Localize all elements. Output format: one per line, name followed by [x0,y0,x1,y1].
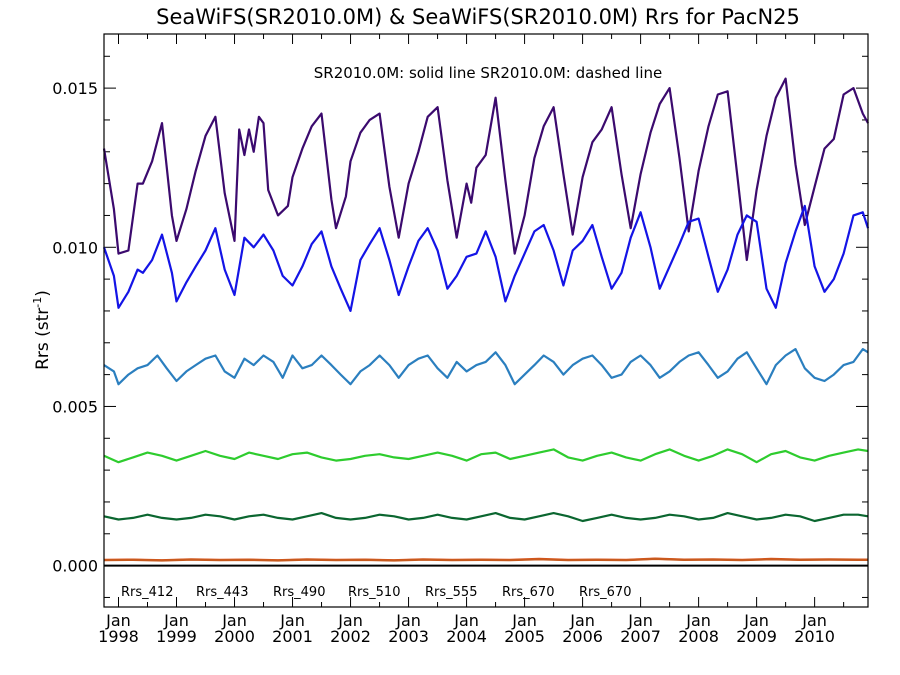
legend-entry-rrs-510: Rrs_510 [348,585,400,600]
legend-entry-rrs-443: Rrs_443 [196,585,248,600]
x-tick-year-label: 2009 [736,627,777,646]
y-axis-label: Rrs (str-1) [31,290,53,370]
x-tick-month-label: Jan [627,611,653,630]
series-line-rrs-510 [103,448,869,464]
y-axis-label-suffix: ) [33,290,53,297]
x-tick-month-label: Jan [163,611,189,630]
x-tick-year-label: 2005 [504,627,545,646]
series-lines [102,77,870,562]
chart-title: SeaWiFS(SR2010.0M) & SeaWiFS(SR2010.0M) … [156,5,800,29]
x-tick-year-label: 1998 [98,627,139,646]
x-tick-year-label: 2001 [272,627,313,646]
line-style-annotation: SR2010.0M: solid line SR2010.0M: dashed … [314,64,662,82]
x-tick-year-label: 2000 [214,627,255,646]
x-tick-month-label: Jan [511,611,537,630]
y-axis-label-text: Rrs (str [33,308,53,370]
series-line-rrs-490 [103,348,869,386]
x-tick-month-label: Jan [337,611,363,630]
series-line-rrs-555 [103,511,869,523]
y-tick-label: 0.005 [52,397,98,416]
x-tick-year-label: 1999 [156,627,197,646]
series-line-rrs-412 [102,77,869,262]
legend-entry-rrs-670: Rrs_670 [579,585,631,600]
x-tick-month-label: Jan [105,611,131,630]
x-tick-month-label: Jan [569,611,595,630]
series-line-rrs-670 [103,557,868,562]
x-tick-month-label: Jan [743,611,769,630]
x-tick-month-label: Jan [279,611,305,630]
x-tick-year-label: 2002 [330,627,371,646]
y-axis: 0.000 0.005 0.010 0.015 [52,55,868,598]
y-tick-label: 0.010 [52,238,98,257]
x-tick-month-label: Jan [395,611,421,630]
x-tick-year-label: 2007 [620,627,661,646]
y-tick-label: 0.015 [52,79,98,98]
legend: Rrs_412 Rrs_443 Rrs_490 Rrs_510 Rrs_555 Rrs_6… [121,585,631,600]
y-axis-label-superscript: -1 [31,297,44,308]
series-line-rrs-443 [102,204,870,312]
x-axis: Jan1998Jan1999Jan2000Jan2001Jan2002Jan20… [98,34,845,646]
x-tick-year-label: 2004 [446,627,487,646]
x-tick-month-label: Jan [685,611,711,630]
x-tick-year-label: 2010 [794,627,835,646]
x-tick-year-label: 2006 [562,627,603,646]
legend-entry-rrs-670: Rrs_670 [502,585,554,600]
x-tick-month-label: Jan [453,611,479,630]
legend-entry-rrs-412: Rrs_412 [121,585,173,600]
x-tick-year-label: 2008 [678,627,719,646]
x-tick-month-label: Jan [221,611,247,630]
y-tick-label: 0.000 [52,557,98,576]
x-tick-month-label: Jan [801,611,827,630]
legend-entry-rrs-555: Rrs_555 [425,585,477,600]
svg-text:Rrs (str-1): Rrs (str-1) [31,290,53,370]
plot-frame [103,33,869,608]
legend-entry-rrs-490: Rrs_490 [273,585,325,600]
x-tick-year-label: 2003 [388,627,429,646]
